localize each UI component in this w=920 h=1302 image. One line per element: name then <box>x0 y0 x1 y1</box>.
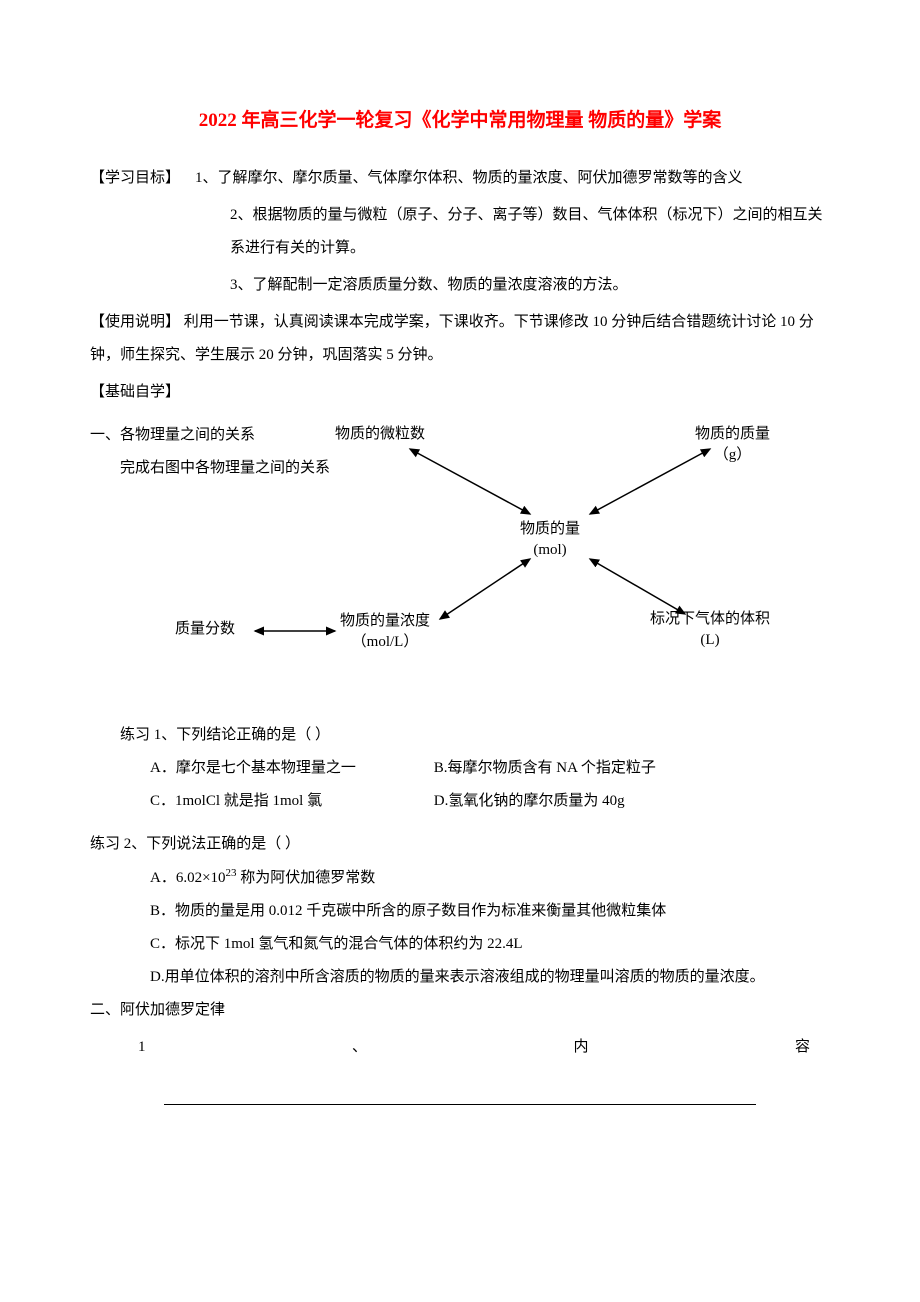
ex1-row-2: C．1molCl 就是指 1mol 氯 D.氢氧化钠的摩尔质量为 40g <box>90 785 830 818</box>
ex1-option-c: C．1molCl 就是指 1mol 氯 <box>150 785 430 818</box>
usage-text: 利用一节课，认真阅读课本完成学案，下课收齐。下节课修改 10 分钟后结合错题统计… <box>90 314 814 363</box>
exercise-1-title: 练习 1、下列结论正确的是（ ） <box>90 719 830 752</box>
ex2-option-d: D.用单位体积的溶剂中所含溶质的物质的量来表示溶液组成的物理量叫溶质的物质的量浓… <box>90 961 830 994</box>
row-sep: 、 <box>352 1031 367 1064</box>
node-center: 物质的量 (mol) <box>520 519 580 561</box>
goal-1: 1、了解摩尔、摩尔质量、气体摩尔体积、物质的量浓度、阿伏加德罗常数等的含义 <box>195 170 743 186</box>
ex1-option-d: D.氢氧化钠的摩尔质量为 40g <box>434 785 625 818</box>
row-label2: 容 <box>795 1031 810 1064</box>
node-top-right: 物质的质量 （g） <box>695 424 770 466</box>
goal-2: 2、根据物质的量与微粒（原子、分子、离子等）数目、气体体积（标况下）之间的相互关… <box>90 199 830 265</box>
ex1-option-a: A．摩尔是七个基本物理量之一 <box>150 752 430 785</box>
usage-para: 【使用说明】 利用一节课，认真阅读课本完成学案，下课收齐。下节课修改 10 分钟… <box>90 306 830 372</box>
section1-title: 一、各物理量之间的关系 <box>90 419 330 452</box>
ex1-row-1: A．摩尔是七个基本物理量之一 B.每摩尔物质含有 NA 个指定粒子 <box>90 752 830 785</box>
ex2-option-b: B．物质的量是用 0.012 千克碳中所含的原子数目作为标准来衡量其他微粒集体 <box>90 895 830 928</box>
goal-3: 3、了解配制一定溶质质量分数、物质的量浓度溶液的方法。 <box>90 269 830 302</box>
node-top-left: 物质的微粒数 <box>335 424 425 445</box>
section2-row: 1 、 内 容 <box>90 1031 830 1064</box>
node-far-left: 质量分数 <box>175 619 235 640</box>
ex2-option-c: C．标况下 1mol 氢气和氮气的混合气体的体积约为 22.4L <box>90 928 830 961</box>
ex2-option-a: A．6.02×1023 称为阿伏加德罗常数 <box>90 861 830 895</box>
node-bottom-left: 物质的量浓度 （mol/L） <box>340 611 430 653</box>
footer-divider <box>164 1104 756 1105</box>
usage-label: 【使用说明】 <box>90 314 180 330</box>
node-bottom-right: 标况下气体的体积 (L) <box>650 609 770 651</box>
page-title: 2022 年高三化学一轮复习《化学中常用物理量 物质的量》学案 <box>90 100 830 142</box>
basic-label: 【基础自学】 <box>90 376 830 409</box>
exercise-2-title: 练习 2、下列说法正确的是（ ） <box>90 828 830 861</box>
goals-label: 【学习目标】 <box>90 170 180 186</box>
row-num: 1 <box>138 1031 146 1064</box>
goals-para: 【学习目标】 1、了解摩尔、摩尔质量、气体摩尔体积、物质的量浓度、阿伏加德罗常数… <box>90 162 830 195</box>
relations-diagram: 一、各物理量之间的关系 完成右图中各物理量之间的关系 物质的微粒数 物质的质量 … <box>90 419 830 679</box>
section1-sub: 完成右图中各物理量之间的关系 <box>90 452 330 485</box>
row-label1: 内 <box>573 1031 588 1064</box>
ex1-option-b: B.每摩尔物质含有 NA 个指定粒子 <box>434 752 656 785</box>
section2-title: 二、阿伏加德罗定律 <box>90 994 830 1027</box>
diagram-left-caption: 一、各物理量之间的关系 完成右图中各物理量之间的关系 <box>90 419 330 485</box>
